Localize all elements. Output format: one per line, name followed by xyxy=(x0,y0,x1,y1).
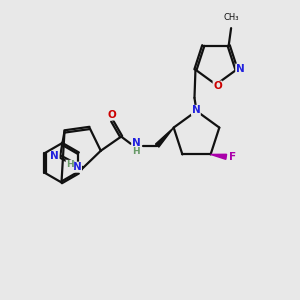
Text: O: O xyxy=(213,81,222,91)
Polygon shape xyxy=(211,154,226,159)
Text: N: N xyxy=(73,162,82,172)
Text: O: O xyxy=(107,110,116,120)
Text: CH₃: CH₃ xyxy=(223,13,239,22)
Text: N: N xyxy=(50,152,59,161)
Text: N: N xyxy=(236,64,244,74)
Text: N: N xyxy=(191,105,200,116)
Text: H: H xyxy=(132,147,140,156)
Text: N: N xyxy=(132,138,140,148)
Polygon shape xyxy=(155,128,174,147)
Text: F: F xyxy=(229,152,236,162)
Text: H: H xyxy=(66,160,74,169)
